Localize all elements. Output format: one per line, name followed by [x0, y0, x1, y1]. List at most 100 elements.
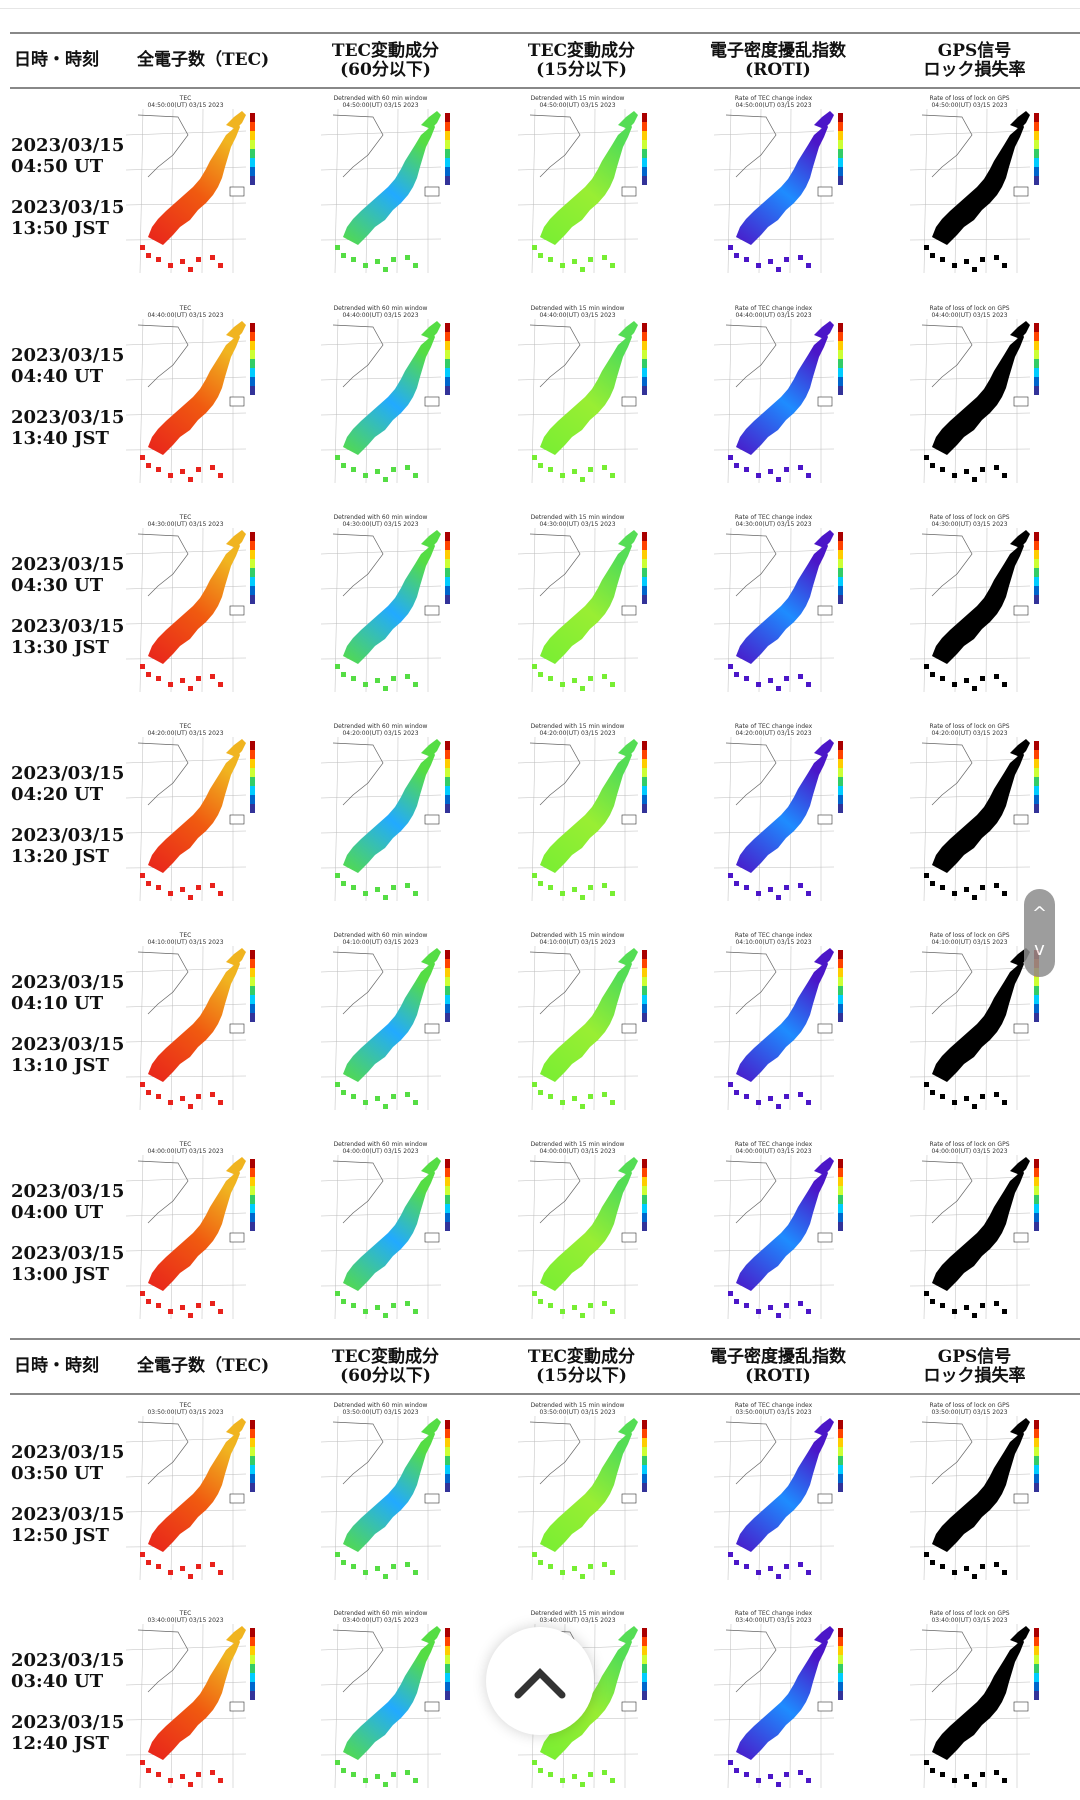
- map-title: Rate of TEC change index 03:40:00(UT) 03/…: [734, 1610, 813, 1624]
- utc-datetime: 2023/03/15 04:40 UT: [11, 345, 125, 387]
- map-title: Rate of loss of lock on GPS 04:40:00(UT) …: [929, 305, 1010, 319]
- map-image: [713, 1154, 843, 1320]
- map-d15[interactable]: Detrended with 15 min window 04:10:00(UT)…: [510, 932, 668, 1122]
- map-image: [909, 1154, 1039, 1320]
- map-d15[interactable]: Detrended with 15 min window 04:00:00(UT)…: [510, 1141, 668, 1331]
- map-title: Rate of TEC change index 04:00:00(UT) 03/…: [734, 1141, 813, 1155]
- map-title: TEC 04:30:00(UT) 03/15 2023: [147, 514, 224, 528]
- map-d60[interactable]: Detrended with 60 min window 04:10:00(UT)…: [313, 932, 471, 1122]
- map-d15[interactable]: Detrended with 15 min window 04:30:00(UT)…: [510, 514, 668, 704]
- map-tec[interactable]: TEC 04:40:00(UT) 03/15 2023: [118, 305, 276, 495]
- map-tec[interactable]: TEC 04:10:00(UT) 03/15 2023: [118, 932, 276, 1122]
- map-title: Rate of loss of lock on GPS 04:10:00(UT) …: [929, 932, 1010, 946]
- map-title: Rate of TEC change index 04:30:00(UT) 03/…: [734, 514, 813, 528]
- header-tec: 全電子数（TEC): [137, 1356, 270, 1376]
- table-row: 2023/03/15 04:30 UT 2023/03/15 13:30 JST TEC…: [0, 514, 1080, 714]
- chevron-up-icon: [514, 1668, 566, 1699]
- map-d60[interactable]: Detrended with 60 min window 04:30:00(UT)…: [313, 514, 471, 704]
- map-image: [125, 736, 255, 902]
- map-title: Rate of TEC change index 03:50:00(UT) 03/…: [734, 1402, 813, 1416]
- map-d60[interactable]: Detrended with 60 min window 03:40:00(UT)…: [313, 1610, 471, 1800]
- map-d15[interactable]: Detrended with 15 min window 04:20:00(UT)…: [510, 723, 668, 913]
- map-lol[interactable]: Rate of loss of lock on GPS 03:50:00(UT) …: [902, 1402, 1060, 1592]
- map-lol[interactable]: Rate of loss of lock on GPS 04:20:00(UT) …: [902, 723, 1060, 913]
- header-detrended-60: TEC変動成分 (60分以下): [331, 40, 440, 80]
- map-roti[interactable]: Rate of TEC change index 04:50:00(UT) 03/…: [706, 95, 864, 285]
- map-image: [713, 945, 843, 1111]
- map-title: Detrended with 15 min window 04:40:00(UT)…: [530, 305, 625, 319]
- map-tec[interactable]: TEC 04:20:00(UT) 03/15 2023: [118, 723, 276, 913]
- map-title: Rate of TEC change index 04:10:00(UT) 03/…: [734, 932, 813, 946]
- header-datetime: 日時・時刻: [14, 50, 99, 70]
- map-title: Rate of loss of lock on GPS 04:00:00(UT) …: [929, 1141, 1010, 1155]
- map-image: [713, 527, 843, 693]
- map-image: [320, 945, 450, 1111]
- utc-datetime: 2023/03/15 04:10 UT: [11, 972, 125, 1014]
- table-row: 2023/03/15 04:10 UT 2023/03/15 13:10 JST TEC…: [0, 932, 1080, 1132]
- map-image: [909, 1623, 1039, 1789]
- map-lol[interactable]: Rate of loss of lock on GPS 04:50:00(UT) …: [902, 95, 1060, 285]
- map-title: Rate of TEC change index 04:50:00(UT) 03/…: [734, 95, 813, 109]
- map-lol[interactable]: Rate of loss of lock on GPS 04:00:00(UT) …: [902, 1141, 1060, 1331]
- map-image: [125, 1415, 255, 1581]
- map-roti[interactable]: Rate of TEC change index 04:30:00(UT) 03/…: [706, 514, 864, 704]
- back-to-top-button[interactable]: [486, 1627, 594, 1735]
- map-image: [320, 318, 450, 484]
- map-tec[interactable]: TEC 03:40:00(UT) 03/15 2023: [118, 1610, 276, 1800]
- map-lol[interactable]: Rate of loss of lock on GPS 03:40:00(UT) …: [902, 1610, 1060, 1800]
- map-image: [713, 318, 843, 484]
- table-row: 2023/03/15 04:50 UT 2023/03/15 13:50 JST TEC…: [0, 95, 1080, 295]
- map-roti[interactable]: Rate of TEC change index 03:50:00(UT) 03/…: [706, 1402, 864, 1592]
- map-tec[interactable]: TEC 04:00:00(UT) 03/15 2023: [118, 1141, 276, 1331]
- map-d60[interactable]: Detrended with 60 min window 04:00:00(UT)…: [313, 1141, 471, 1331]
- table-header-repeat: 日時・時刻 全電子数（TEC) TEC変動成分 (60分以下) TEC変動成分 …: [10, 1338, 1080, 1395]
- map-title: Rate of loss of lock on GPS 03:40:00(UT) …: [929, 1610, 1010, 1624]
- scroll-down-icon[interactable]: v: [1034, 939, 1045, 960]
- map-roti[interactable]: Rate of TEC change index 04:40:00(UT) 03/…: [706, 305, 864, 495]
- utc-datetime: 2023/03/15 03:50 UT: [11, 1442, 125, 1484]
- map-title: TEC 03:50:00(UT) 03/15 2023: [147, 1402, 224, 1416]
- header-detrended-15: TEC変動成分 (15分以下): [527, 40, 636, 80]
- map-image: [517, 736, 647, 902]
- map-image: [320, 108, 450, 274]
- scroll-control[interactable]: ^ v: [1024, 889, 1055, 977]
- map-image: [909, 527, 1039, 693]
- map-title: TEC 04:10:00(UT) 03/15 2023: [147, 932, 224, 946]
- map-image: [320, 1623, 450, 1789]
- map-lol[interactable]: Rate of loss of lock on GPS 04:40:00(UT) …: [902, 305, 1060, 495]
- map-image: [517, 945, 647, 1111]
- map-image: [320, 1154, 450, 1320]
- map-d15[interactable]: Detrended with 15 min window 04:40:00(UT)…: [510, 305, 668, 495]
- map-d60[interactable]: Detrended with 60 min window 03:50:00(UT)…: [313, 1402, 471, 1592]
- table-row: 2023/03/15 03:40 UT 2023/03/15 12:40 JST TEC…: [0, 1610, 1080, 1790]
- map-lol[interactable]: Rate of loss of lock on GPS 04:30:00(UT) …: [902, 514, 1060, 704]
- map-title: Detrended with 15 min window 03:40:00(UT)…: [530, 1610, 625, 1624]
- map-roti[interactable]: Rate of TEC change index 03:40:00(UT) 03/…: [706, 1610, 864, 1800]
- map-image: [125, 945, 255, 1111]
- map-roti[interactable]: Rate of TEC change index 04:00:00(UT) 03/…: [706, 1141, 864, 1331]
- map-tec[interactable]: TEC 04:30:00(UT) 03/15 2023: [118, 514, 276, 704]
- scroll-up-icon[interactable]: ^: [1031, 903, 1048, 924]
- utc-datetime: 2023/03/15 04:00 UT: [11, 1181, 125, 1223]
- map-d60[interactable]: Detrended with 60 min window 04:40:00(UT)…: [313, 305, 471, 495]
- map-roti[interactable]: Rate of TEC change index 04:20:00(UT) 03/…: [706, 723, 864, 913]
- map-tec[interactable]: TEC 03:50:00(UT) 03/15 2023: [118, 1402, 276, 1592]
- map-title: Detrended with 60 min window 04:10:00(UT)…: [333, 932, 428, 946]
- header-tec: 全電子数（TEC): [137, 50, 270, 70]
- map-d60[interactable]: Detrended with 60 min window 04:20:00(UT)…: [313, 723, 471, 913]
- map-title: TEC 04:40:00(UT) 03/15 2023: [147, 305, 224, 319]
- utc-datetime: 2023/03/15 04:30 UT: [11, 554, 125, 596]
- map-image: [125, 108, 255, 274]
- map-roti[interactable]: Rate of TEC change index 04:10:00(UT) 03/…: [706, 932, 864, 1122]
- map-d15[interactable]: Detrended with 15 min window 03:50:00(UT)…: [510, 1402, 668, 1592]
- map-d60[interactable]: Detrended with 60 min window 04:50:00(UT)…: [313, 95, 471, 285]
- table-header: 日時・時刻 全電子数（TEC) TEC変動成分 (60分以下) TEC変動成分 …: [10, 32, 1080, 89]
- map-d15[interactable]: Detrended with 15 min window 04:50:00(UT)…: [510, 95, 668, 285]
- map-image: [713, 1623, 843, 1789]
- header-loss-of-lock: GPS信号 ロック損失率: [923, 40, 1026, 80]
- header-detrended-60: TEC変動成分 (60分以下): [331, 1346, 440, 1386]
- utc-datetime: 2023/03/15 04:50 UT: [11, 135, 125, 177]
- map-image: [125, 1154, 255, 1320]
- jst-datetime: 2023/03/15 13:50 JST: [11, 197, 125, 239]
- map-tec[interactable]: TEC 04:50:00(UT) 03/15 2023: [118, 95, 276, 285]
